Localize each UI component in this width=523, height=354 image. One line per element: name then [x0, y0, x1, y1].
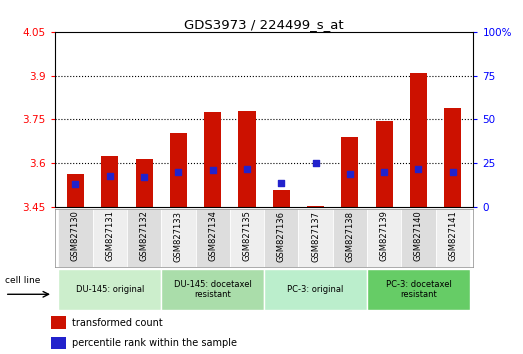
Bar — [204, 112, 221, 207]
Bar — [170, 133, 187, 207]
Bar — [161, 269, 264, 310]
Bar — [101, 156, 118, 207]
Bar — [230, 209, 264, 267]
Point — [140, 175, 148, 180]
Bar — [127, 209, 161, 267]
Bar — [342, 137, 358, 207]
Text: GSM827131: GSM827131 — [105, 211, 115, 262]
Bar — [299, 209, 333, 267]
Point — [449, 169, 457, 175]
Text: percentile rank within the sample: percentile rank within the sample — [72, 338, 237, 348]
Text: PC-3: docetaxel
resistant: PC-3: docetaxel resistant — [385, 280, 451, 299]
Text: DU-145: docetaxel
resistant: DU-145: docetaxel resistant — [174, 280, 252, 299]
Point — [311, 160, 320, 166]
Bar — [93, 209, 127, 267]
Title: GDS3973 / 224499_s_at: GDS3973 / 224499_s_at — [184, 18, 344, 31]
Bar — [410, 73, 427, 207]
Point — [174, 169, 183, 175]
Text: GSM827137: GSM827137 — [311, 211, 320, 262]
Bar — [264, 269, 367, 310]
Bar — [264, 209, 299, 267]
Point — [414, 166, 423, 171]
Text: GSM827133: GSM827133 — [174, 211, 183, 262]
Bar — [367, 269, 470, 310]
Bar — [376, 121, 393, 207]
Point — [346, 171, 354, 177]
Text: GSM827141: GSM827141 — [448, 211, 457, 261]
Text: GSM827135: GSM827135 — [243, 211, 252, 262]
Point — [209, 167, 217, 173]
Bar — [401, 209, 436, 267]
Bar — [51, 316, 66, 329]
Text: GSM827134: GSM827134 — [208, 211, 217, 262]
Text: GSM827140: GSM827140 — [414, 211, 423, 261]
Bar — [196, 209, 230, 267]
Text: PC-3: original: PC-3: original — [287, 285, 344, 294]
Text: GSM827138: GSM827138 — [345, 211, 355, 262]
Bar — [367, 209, 401, 267]
Bar — [444, 108, 461, 207]
Bar — [59, 209, 93, 267]
Text: DU-145: original: DU-145: original — [76, 285, 144, 294]
Bar — [51, 337, 66, 349]
Bar — [161, 209, 196, 267]
Point — [380, 169, 389, 175]
Text: transformed count: transformed count — [72, 318, 163, 327]
Bar — [307, 206, 324, 207]
Bar — [238, 111, 256, 207]
Text: GSM827136: GSM827136 — [277, 211, 286, 262]
Bar — [272, 190, 290, 207]
Text: cell line: cell line — [5, 276, 40, 285]
Point — [71, 182, 79, 187]
Bar — [436, 209, 470, 267]
Bar — [333, 209, 367, 267]
Bar — [135, 159, 153, 207]
Point — [243, 166, 251, 171]
Text: GSM827132: GSM827132 — [140, 211, 149, 262]
Text: GSM827139: GSM827139 — [380, 211, 389, 262]
Text: GSM827130: GSM827130 — [71, 211, 80, 262]
Bar — [67, 173, 84, 207]
Point — [277, 180, 286, 185]
Point — [106, 173, 114, 178]
Bar — [59, 269, 161, 310]
